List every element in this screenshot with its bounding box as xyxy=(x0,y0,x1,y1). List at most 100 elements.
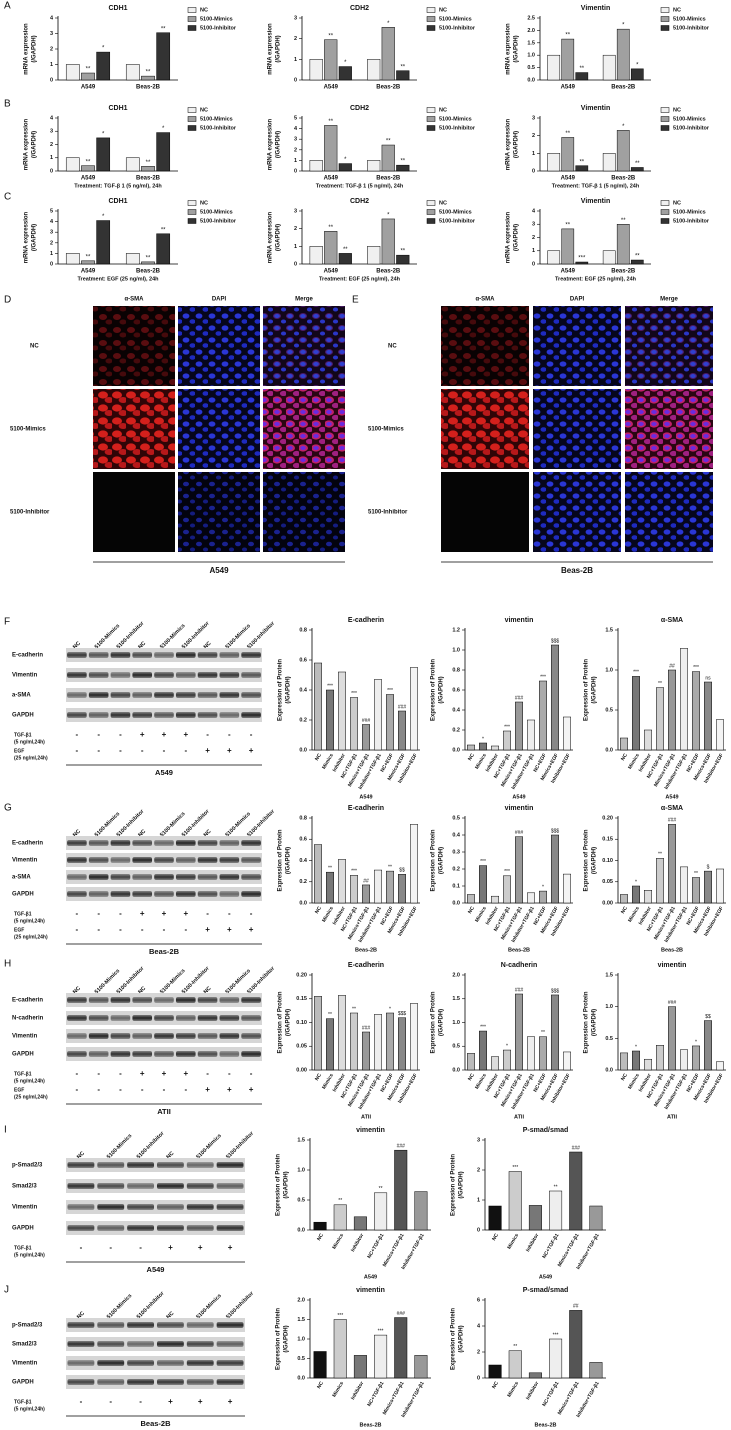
legend-swatch xyxy=(187,125,197,131)
y-tick-label: 1.0 xyxy=(605,667,613,673)
bar xyxy=(367,59,381,81)
x-tick-label: NC+TGF-β1 xyxy=(366,1232,385,1259)
y-axis-label: (/GAPDH) xyxy=(439,847,445,874)
y-tick-label: 0.4 xyxy=(299,687,308,693)
y-tick-label: 2.5 xyxy=(527,15,535,21)
x-tick-label: NC xyxy=(314,752,323,762)
significance-mark: ** xyxy=(400,249,405,255)
y-axis-label: (/GAPDH) xyxy=(284,1171,290,1198)
bar xyxy=(96,220,111,265)
blot-band xyxy=(156,1225,184,1231)
chart: N-cadherin Expression of Protein (/GAPDH) 0… xyxy=(431,962,573,1120)
y-axis-label: Expression of Protein xyxy=(431,659,437,721)
treatment-label: TGF-β1 xyxy=(14,1245,32,1251)
blot-band xyxy=(67,1360,95,1366)
row-label: NC xyxy=(30,344,39,350)
lane-label: NC xyxy=(137,641,147,651)
x-axis-label: Beas-2B xyxy=(508,947,530,953)
chart: vimentin Expression of Protein (/GAPDH) 0.0… xyxy=(431,805,573,953)
treatment-sign: + xyxy=(227,746,232,755)
legend-label: NC xyxy=(673,200,681,206)
bar xyxy=(65,253,80,265)
legend-swatch xyxy=(660,116,670,122)
x-tick-label: Inhibitor xyxy=(525,1233,540,1253)
treatment-sign: + xyxy=(183,730,188,739)
blot-band xyxy=(216,1360,244,1366)
significance-mark: * xyxy=(344,60,347,66)
bar xyxy=(644,729,652,751)
blot-band xyxy=(219,652,240,658)
y-tick-label: 0.0 xyxy=(299,900,307,906)
blot-band xyxy=(216,1341,244,1347)
blot-row-label: E-cadherin xyxy=(12,653,43,659)
treatment-sign: + xyxy=(227,1085,232,1094)
chart: CDH2 mRNA expression (/GAPDH) 0 1 2 3 A549 ** ** B… xyxy=(268,198,476,283)
blot-band xyxy=(110,857,131,863)
chart-title: Vimentin xyxy=(581,5,610,12)
y-tick-label: 0.0 xyxy=(297,1375,305,1381)
treatment-sign: - xyxy=(250,1069,253,1078)
treatment-sign: - xyxy=(163,925,166,934)
y-axis-label: (/GAPDH) xyxy=(276,224,282,251)
legend-label: 5100-Inhibitor xyxy=(439,218,476,224)
y-tick-label: 3 xyxy=(532,222,535,228)
blot-band xyxy=(154,840,174,846)
blot-row-label: GAPDH xyxy=(12,713,34,719)
blot-row-label: Smad2/3 xyxy=(12,1184,37,1190)
blot-band xyxy=(67,652,87,658)
treatment-sign: - xyxy=(97,730,100,739)
blot-band xyxy=(186,1204,214,1210)
x-tick-label: NC xyxy=(316,1380,325,1390)
y-tick-label: 0 xyxy=(50,77,53,83)
treatment-sign: - xyxy=(228,1069,231,1078)
legend-swatch xyxy=(187,25,197,31)
treatment-sign: - xyxy=(141,746,144,755)
significance-mark: ** xyxy=(352,1006,356,1012)
y-tick-label: 0.5 xyxy=(297,1197,305,1203)
treatment-sign: - xyxy=(250,730,253,739)
treatment-sign: - xyxy=(163,1085,166,1094)
chart-title: CDH2 xyxy=(350,198,369,205)
treatment-sign: - xyxy=(250,909,253,918)
x-tick-label: Beas-2B xyxy=(136,176,161,182)
treatment-sign: + xyxy=(228,1397,233,1406)
column-label: Merge xyxy=(295,297,313,303)
y-tick-label: 0.0 xyxy=(452,900,460,906)
legend-swatch xyxy=(426,25,436,31)
micrograph xyxy=(263,306,345,386)
blot-band xyxy=(97,1341,125,1347)
treatment-sign: - xyxy=(139,1243,142,1252)
y-tick-label: 0.0 xyxy=(452,1067,460,1073)
significance-mark: *** xyxy=(480,1024,486,1030)
significance-mark: * xyxy=(102,214,105,220)
legend-label: 5100-Inhibitor xyxy=(439,125,476,131)
blot-row-label: GAPDH xyxy=(12,1052,34,1058)
blot-band xyxy=(127,1360,155,1366)
significance-mark: * xyxy=(389,1006,391,1012)
x-tick-label: NC xyxy=(620,752,629,762)
cell-line-label: Beas-2B xyxy=(140,1419,171,1428)
bar xyxy=(410,824,418,904)
treatment-label: (25 ng/ml,24h) xyxy=(14,934,48,940)
blot-band xyxy=(110,712,131,718)
blot-band xyxy=(67,1033,87,1039)
x-tick-label: Inhibitor+TGF-β1 xyxy=(575,1232,601,1270)
blot-band xyxy=(88,840,109,846)
x-axis-label: ATII xyxy=(361,1114,371,1120)
y-tick-label: 3 xyxy=(294,137,297,143)
y-axis-label: (/GAPDH) xyxy=(276,35,282,62)
y-tick-label: 2 xyxy=(294,226,297,232)
blot-band xyxy=(241,840,261,846)
chart-title: vimentin xyxy=(356,1127,385,1134)
y-tick-label: 0.0 xyxy=(299,747,307,753)
x-tick-label: Mimics xyxy=(506,1380,520,1398)
micrograph xyxy=(625,472,713,552)
bar xyxy=(125,253,140,265)
bar xyxy=(563,873,571,904)
x-tick-label: A549 xyxy=(561,176,576,182)
bar xyxy=(680,1049,688,1071)
bar xyxy=(374,1192,388,1231)
blot-band xyxy=(219,997,240,1003)
bar xyxy=(551,644,559,751)
legend-label: NC xyxy=(200,7,208,13)
